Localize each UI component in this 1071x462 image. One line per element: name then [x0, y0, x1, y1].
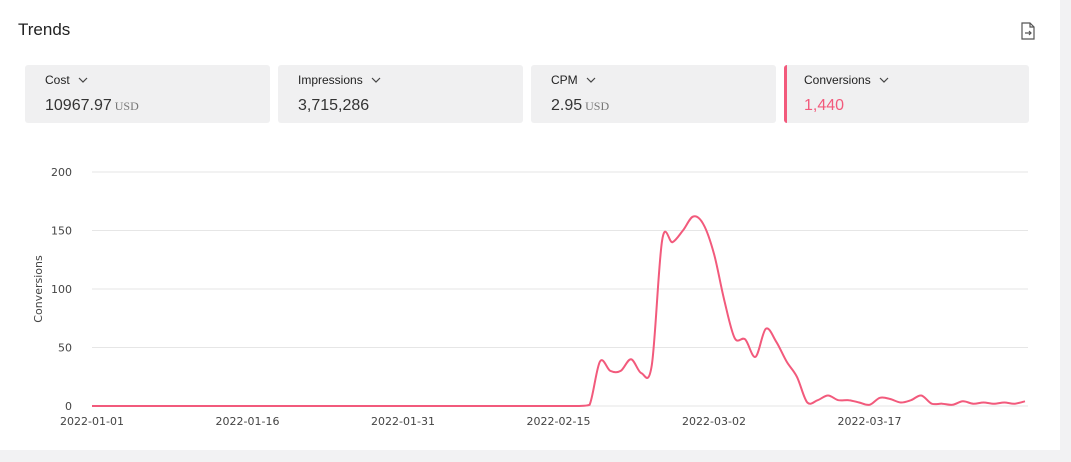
- y-tick-label: 100: [51, 283, 72, 296]
- metric-value: 2.95: [551, 97, 583, 114]
- x-tick-label: 2022-02-15: [527, 415, 591, 428]
- y-tick-label: 200: [51, 166, 72, 179]
- metric-label: Cost: [45, 73, 70, 87]
- chevron-down-icon[interactable]: [78, 76, 88, 84]
- x-tick-label: 2022-03-17: [838, 415, 902, 428]
- metric-value: 1,440: [804, 97, 845, 114]
- metric-unit: USD: [585, 99, 610, 113]
- chevron-down-icon[interactable]: [586, 76, 596, 84]
- x-tick-label: 2022-01-31: [371, 415, 435, 428]
- metric-card-cpm[interactable]: CPM 2.95 USD: [531, 65, 776, 123]
- x-tick-label: 2022-03-02: [682, 415, 746, 428]
- metric-label: Conversions: [804, 73, 871, 87]
- metric-value: 3,715,286: [298, 97, 370, 114]
- y-tick-label: 150: [51, 225, 72, 238]
- metric-label: Impressions: [298, 73, 363, 87]
- metric-label: CPM: [551, 73, 578, 87]
- trends-card: Trends Cost 10967.97 USD Impressions 3,71…: [0, 0, 1060, 450]
- export-file-icon[interactable]: [1020, 22, 1036, 40]
- x-tick-label: 2022-01-16: [216, 415, 280, 428]
- y-axis-label: Conversions: [32, 255, 45, 323]
- page-title: Trends: [18, 20, 71, 39]
- metric-card-impressions[interactable]: Impressions 3,715,286: [278, 65, 523, 123]
- series-line-conversions: [91, 215, 1026, 407]
- metric-card-conversions[interactable]: Conversions 1,440: [784, 65, 1029, 123]
- chevron-down-icon[interactable]: [371, 76, 381, 84]
- metric-value: 10967.97: [45, 97, 112, 114]
- y-tick-label: 50: [58, 342, 72, 355]
- y-tick-label: 0: [65, 400, 72, 413]
- chevron-down-icon[interactable]: [879, 76, 889, 84]
- metric-unit: USD: [114, 99, 139, 113]
- conversions-line-chart: 0 50 100 150 200 2022-01-01 2022-01-16 2022-01-…: [32, 166, 1028, 428]
- x-tick-label: 2022-01-01: [60, 415, 124, 428]
- metric-card-cost[interactable]: Cost 10967.97 USD: [25, 65, 270, 123]
